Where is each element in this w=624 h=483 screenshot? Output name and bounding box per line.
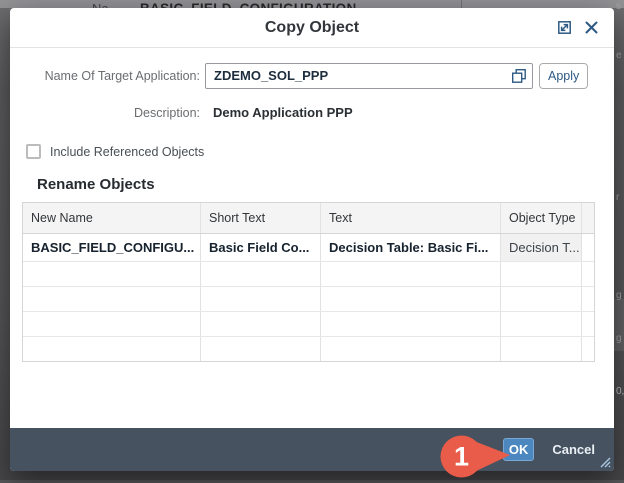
target-application-value: ZDEMO_SOL_PPP [214, 68, 329, 83]
object-type-cell [501, 287, 582, 311]
short-text-cell [201, 312, 321, 336]
background-text-fragment: r [616, 192, 620, 203]
text-cell [321, 262, 501, 286]
include-referenced-objects-label: Include Referenced Objects [50, 145, 205, 159]
table-row: BASIC_FIELD_CONFIGU... Basic Field Co...… [23, 234, 594, 262]
copy-icon[interactable] [511, 68, 527, 84]
background-text-fragment: g [616, 333, 622, 344]
short-text-cell [201, 262, 321, 286]
background-text-fragment: e [616, 50, 622, 61]
table-row [23, 312, 594, 337]
text-cell[interactable]: Decision Table: Basic Fi... [321, 234, 501, 261]
text-cell [321, 287, 501, 311]
text-cell [321, 312, 501, 336]
include-referenced-objects-checkbox[interactable] [26, 144, 41, 159]
table-header-row: New Name Short Text Text Object Type [23, 203, 594, 234]
new-name-cell [23, 312, 201, 336]
close-button[interactable] [582, 19, 600, 37]
dialog-footer: OK Cancel [10, 428, 614, 471]
object-type-cell [501, 312, 582, 336]
resize-icon [556, 21, 573, 39]
ok-button[interactable]: OK [502, 438, 535, 461]
resize-grip-icon[interactable] [599, 456, 611, 468]
annotation-step-marker: 1 [440, 434, 512, 480]
target-application-label: Name Of Target Application: [44, 69, 200, 83]
short-text-cell[interactable]: Basic Field Co... [201, 234, 321, 261]
background-text-fragment: Na [92, 1, 109, 8]
short-text-cell [201, 287, 321, 311]
copy-object-dialog: Copy Object Name Of Target Application: [10, 8, 614, 471]
apply-button[interactable]: Apply [539, 63, 589, 89]
scrollbar-rail [582, 312, 594, 336]
target-application-input[interactable]: ZDEMO_SOL_PPP [205, 63, 533, 89]
scrollbar-rail [582, 337, 594, 361]
object-type-cell [501, 337, 582, 361]
table-row [23, 262, 594, 287]
new-name-cell [23, 287, 201, 311]
maximize-button[interactable] [555, 19, 573, 37]
background-page-strip: Na BASIC_FIELD_CONFIGURATION [0, 0, 624, 8]
background-column-divider [461, 0, 462, 8]
description-value: Demo Application PPP [213, 105, 353, 120]
scrollbar-rail [582, 262, 594, 286]
short-text-cell [201, 337, 321, 361]
annotation-step-number: 1 [454, 442, 469, 472]
backdrop-highlight-patch [614, 299, 624, 351]
rename-objects-heading: Rename Objects [37, 176, 155, 193]
column-header-short-text: Short Text [201, 203, 321, 233]
background-object-name: BASIC_FIELD_CONFIGURATION [140, 1, 357, 8]
scrollbar-rail [582, 234, 594, 261]
dialog-header: Copy Object [10, 8, 614, 48]
column-header-object-type: Object Type [501, 203, 582, 233]
new-name-cell [23, 337, 201, 361]
background-text-fragment: g [616, 290, 622, 301]
dialog-title: Copy Object [264, 19, 360, 36]
column-header-text: Text [321, 203, 501, 233]
background-text-fragment: 0, [616, 386, 624, 397]
text-cell [321, 337, 501, 361]
table-row [23, 287, 594, 312]
description-label: Description: [134, 106, 200, 120]
new-name-cell[interactable]: BASIC_FIELD_CONFIGU... [23, 234, 201, 261]
table-row [23, 337, 594, 361]
scrollbar-rail [582, 287, 594, 311]
object-type-cell [501, 262, 582, 286]
new-name-cell [23, 262, 201, 286]
rename-objects-table: New Name Short Text Text Object Type BAS… [22, 202, 595, 362]
object-type-cell: Decision T... [501, 234, 582, 261]
scrollbar-rail [582, 203, 594, 233]
background-text-fragment: s [616, 1, 621, 12]
column-header-new-name: New Name [23, 203, 201, 233]
cancel-button[interactable]: Cancel [550, 439, 597, 460]
close-icon [583, 21, 600, 39]
